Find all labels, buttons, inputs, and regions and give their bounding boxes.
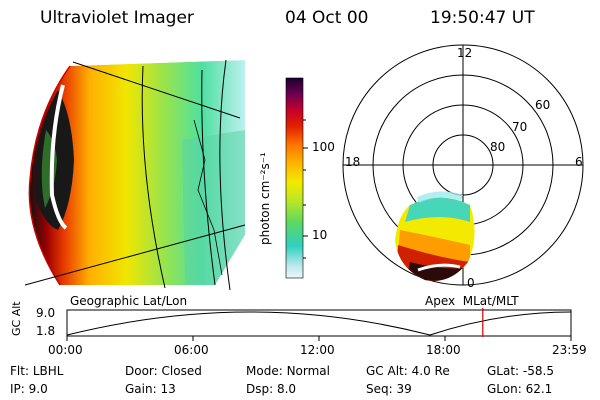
orbit-xtick-0: 00:00: [48, 343, 83, 357]
geographic-image: [24, 59, 246, 291]
geographic-caption: Geographic Lat/Lon: [70, 294, 188, 308]
mlt-label-12: 12: [457, 46, 473, 60]
status-door: Door: Closed: [125, 364, 202, 378]
orbit-ylabel: GC Alt: [10, 301, 23, 336]
status-gc-alt: GC Alt: 4.0 Re: [366, 364, 450, 378]
apex-caption: Apex MLat/MLT: [425, 294, 519, 308]
status-dsp: Dsp: 8.0: [246, 382, 297, 396]
mlt-label-0: 0: [467, 276, 475, 290]
status-flt: Flt: LBHL: [10, 364, 64, 378]
status-mode: Mode: Normal: [246, 364, 330, 378]
orbit-xtick-1: 06:00: [174, 343, 209, 357]
orbit-ytick-min: 1.8: [36, 324, 56, 338]
colorbar-tick-100: 100: [312, 140, 335, 154]
orbit-xtick-2: 12:00: [300, 343, 335, 357]
colorbar: [285, 77, 308, 279]
orbit-xtick-4: 23:59: [552, 343, 587, 357]
status-glon: GLon: 62.1: [487, 382, 553, 396]
lat-label-80: 80: [490, 140, 506, 154]
orbit-plot: [66, 308, 572, 341]
time-label: 19:50:47 UT: [430, 8, 535, 28]
status-seq: Seq: 39: [366, 382, 412, 396]
colorbar-unit-label: photon cm⁻²s⁻¹: [258, 152, 272, 245]
orbit-xtick-3: 18:00: [426, 343, 461, 357]
status-glat: GLat: -58.5: [487, 364, 554, 378]
instrument-title: Ultraviolet Imager: [40, 8, 194, 28]
lat-label-60: 60: [535, 98, 551, 112]
date-label: 04 Oct 00: [285, 8, 369, 28]
status-gain: Gain: 13: [125, 382, 176, 396]
mlt-label-18: 18: [345, 155, 361, 169]
status-ip: IP: 9.0: [10, 382, 48, 396]
colorbar-tick-10: 10: [312, 228, 328, 242]
mlt-label-6: 6: [575, 155, 583, 169]
lat-label-70: 70: [512, 120, 528, 134]
orbit-ytick-max: 9.0: [36, 306, 56, 320]
